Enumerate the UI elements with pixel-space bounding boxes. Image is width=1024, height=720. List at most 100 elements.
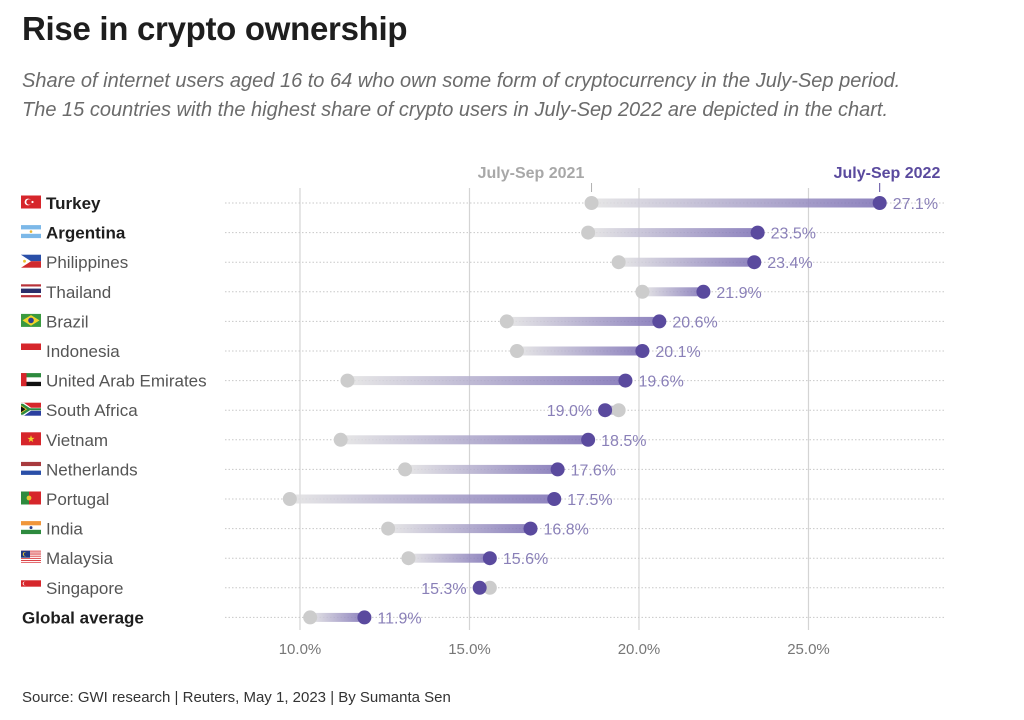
dot-2022 [747, 255, 762, 270]
dot-2021 [333, 432, 348, 447]
range-bar [506, 316, 660, 326]
value-label-2022: 20.1% [655, 344, 700, 361]
x-tick-label: 10.0% [279, 641, 322, 658]
dot-2021 [611, 255, 626, 270]
dot-2022 [472, 580, 487, 595]
row-label: Thailand [46, 283, 111, 302]
dot-2021 [581, 225, 596, 240]
row-label: India [46, 520, 83, 539]
dot-2022 [598, 403, 613, 418]
value-label-2022: 23.5% [771, 226, 816, 243]
dot-2022 [696, 284, 711, 299]
subtitle-line-1: Share of internet users aged 16 to 64 wh… [22, 70, 901, 92]
value-label-2022: 17.6% [571, 462, 616, 479]
philippines-flag-icon [21, 254, 41, 268]
subtitle-line-2: The 15 countries with the highest share … [22, 99, 889, 121]
value-label-2022: 20.6% [672, 314, 717, 331]
range-bar [310, 612, 365, 622]
row-label: Portugal [46, 490, 109, 509]
row-label: Singapore [46, 579, 124, 598]
brazil-flag-icon [21, 313, 41, 327]
row-labels: Turkey Argentina Philippines Thailand Brazil… [21, 194, 207, 627]
dot-2021 [584, 196, 599, 210]
row-label: Brazil [46, 312, 89, 331]
row-label: Global average [22, 608, 144, 627]
dot-2022 [547, 492, 562, 506]
range-bar [516, 346, 643, 356]
legend-2022: July-Sep 2022 [834, 165, 941, 182]
argentina-flag-icon [21, 225, 41, 239]
dot-2021 [381, 521, 396, 536]
source-note: Source: GWI research | Reuters, May 1, 2… [22, 689, 451, 706]
dot-2021 [303, 610, 318, 625]
range-bar [588, 228, 758, 238]
dot-2021 [509, 344, 524, 358]
range-bar [408, 553, 490, 563]
dot-2022 [550, 462, 565, 477]
uae-flag-icon [21, 373, 41, 387]
range-bar [618, 257, 755, 267]
india-flag-icon [21, 521, 41, 535]
chart-title: Rise in crypto ownership [22, 10, 408, 47]
portugal-flag-icon [21, 491, 41, 505]
dot-2022 [618, 373, 633, 388]
chart-subtitle: Share of internet users aged 16 to 64 wh… [22, 67, 1002, 125]
row-label: Vietnam [46, 431, 108, 450]
dot-2021 [340, 373, 355, 388]
range-bar [591, 198, 880, 208]
indonesia-flag-icon [21, 343, 41, 357]
dot-2021 [398, 462, 413, 477]
row-label: South Africa [46, 401, 138, 420]
dot-2022 [523, 521, 538, 536]
value-label-2022: 21.9% [716, 285, 761, 302]
row-label: Philippines [46, 253, 128, 272]
malaysia-flag-icon [21, 550, 41, 564]
value-label-2022: 15.3% [421, 581, 466, 598]
range-bar [388, 524, 531, 534]
singapore-flag-icon [21, 580, 41, 594]
x-tick-label: 20.0% [618, 641, 661, 658]
x-tick-label: 15.0% [448, 641, 491, 658]
range-bar [347, 376, 626, 386]
row-label: Turkey [46, 194, 101, 213]
value-label-2022: 19.0% [547, 403, 592, 420]
dot-2021 [482, 580, 497, 595]
south-africa-flag-icon [21, 402, 41, 416]
dot-2022 [872, 196, 887, 210]
dot-2022 [482, 551, 497, 566]
chart-marks: 27.1% 23.5% 23.4% 21.9% 20.6% 20.1% 19.6% 19.0%… [282, 196, 938, 627]
value-label-2022: 27.1% [893, 196, 938, 213]
dot-2022 [652, 314, 667, 329]
dot-2021 [401, 551, 416, 566]
row-label: Netherlands [46, 460, 138, 479]
dot-2022 [357, 610, 372, 625]
dot-2022 [750, 225, 765, 240]
value-label-2022: 19.6% [638, 374, 683, 391]
range-bar [642, 287, 704, 297]
range-bar [289, 494, 555, 504]
legend-2021: July-Sep 2021 [478, 165, 585, 182]
vietnam-flag-icon [21, 432, 41, 446]
row-label: Malaysia [46, 549, 114, 568]
value-label-2022: 17.5% [567, 492, 612, 509]
legend: July-Sep 2021 July-Sep 2022 [478, 165, 941, 192]
dot-2022 [581, 432, 596, 447]
value-label-2022: 11.9% [377, 610, 421, 627]
value-label-2022: 18.5% [601, 433, 646, 450]
turkey-flag-icon [21, 195, 41, 209]
dot-2021 [611, 403, 626, 418]
dot-2022 [635, 344, 650, 358]
row-label: Argentina [46, 224, 126, 243]
row-guides [225, 202, 945, 618]
range-bar [340, 435, 589, 445]
row-label: Indonesia [46, 342, 120, 361]
x-tick-label: 25.0% [787, 641, 830, 658]
thailand-flag-icon [21, 284, 41, 298]
netherlands-flag-icon [21, 461, 41, 475]
dot-2021 [635, 284, 650, 299]
value-label-2022: 23.4% [767, 255, 812, 272]
dot-2021 [499, 314, 514, 329]
value-label-2022: 16.8% [544, 522, 589, 539]
row-label: United Arab Emirates [46, 372, 207, 391]
